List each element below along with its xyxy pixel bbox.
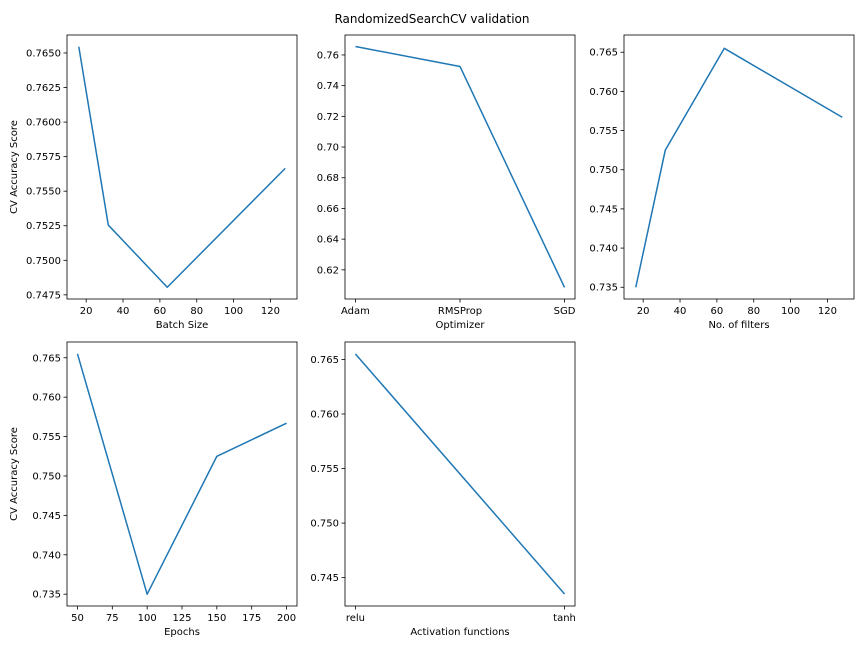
y-tick-label: 0.70 [317,143,339,154]
y-axis-label: CV Accuracy Score [9,427,20,521]
x-tick-label: SGD [554,306,576,317]
y-tick-label: 0.765 [310,355,339,366]
y-tick-label: 0.62 [317,265,339,276]
x-tick-label: tanh [553,613,576,624]
y-tick-label: 0.740 [589,244,618,255]
x-tick-label: RMSProp [438,306,482,317]
x-tick-label: relu [346,613,365,624]
series-line [635,47,843,288]
series-line [78,46,286,288]
x-tick-label: 75 [106,613,119,624]
y-tick-label: 0.7625 [26,83,61,94]
x-tick-label: 125 [172,613,191,624]
x-axis-label: Optimizer [436,320,486,331]
x-tick-label: 150 [207,613,226,624]
x-tick-label: 80 [190,306,203,317]
x-tick-label: 100 [781,306,800,317]
y-tick-label: 0.745 [310,573,339,584]
y-tick-label: 0.740 [32,550,61,561]
x-tick-label: Adam [341,306,370,317]
x-tick-label: 40 [117,306,130,317]
x-tick-label: 120 [261,306,280,317]
x-tick-label: 60 [154,306,167,317]
subplot-1: 20 40 60 80 100 120 0.7475 0.7500 0.7525 0.7550 0.… [9,34,298,331]
y-tick-label: 0.750 [32,471,61,482]
axes-frame [344,341,576,607]
y-tick-label: 0.735 [589,283,618,294]
figure-title: RandomizedSearchCV validation [334,12,529,26]
y-tick-label: 0.7525 [26,221,61,232]
y-tick-label: 0.7575 [26,152,61,163]
y-tick-label: 0.7550 [26,187,61,198]
x-axis-label: Batch Size [156,320,208,331]
x-axis-label: No. of filters [708,320,769,331]
y-tick-label: 0.7600 [26,118,61,129]
subplot-grid: 20 40 60 80 100 1200.74750.75000.75250.75500.… [9,34,855,638]
x-tick-label: 80 [747,306,760,317]
x-tick-label: 200 [277,613,296,624]
y-tick-label: 0.64 [317,235,339,246]
y-tick-label: 0.750 [589,165,618,176]
y-tick-label: 0.7500 [26,256,61,267]
y-tick-label: 0.750 [310,519,339,530]
y-tick-label: 0.755 [310,464,339,475]
y-tick-label: 0.760 [32,393,61,404]
y-tick-label: 0.755 [589,126,618,137]
axes-frame [66,341,298,607]
series-line [355,45,566,288]
y-tick-label: 0.68 [317,173,339,184]
x-tick-label: 50 [71,613,84,624]
axes-frame [623,34,855,300]
x-tick-label: 20 [80,306,93,317]
x-axis-label: Epochs [164,627,200,638]
y-tick-label: 0.765 [32,353,61,364]
y-tick-label: 0.760 [589,87,618,98]
y-tick-label: 0.76 [317,50,339,61]
y-tick-label: 0.760 [310,410,339,421]
x-tick-label: 175 [242,613,261,624]
y-tick-label: 0.66 [317,204,339,215]
y-tick-label: 0.735 [32,590,61,601]
subplot-5: relu tanh 0.745 0.750 0.755 0.760 0.765 Activat… [310,341,576,638]
y-tick-label: 0.72 [317,112,339,123]
series-line [354,353,566,595]
x-axis-label: Activation functions [410,627,509,638]
y-tick-label: 0.74 [317,81,339,92]
y-tick-label: 0.745 [589,204,618,215]
series-line [76,353,287,595]
y-axis-label: CV Accuracy Score [9,120,20,214]
x-tick-label: 20 [637,306,650,317]
y-tick-label: 0.755 [32,432,61,443]
y-tick-label: 0.745 [32,511,61,522]
subplot-2: Adam RMSProp SGD 0.62 0.64 0.66 0.68 0.70 0.72 0.… [317,34,576,331]
y-tick-label: 0.765 [589,48,618,59]
axes-frame [344,34,576,300]
y-tick-label: 0.7475 [26,290,61,301]
x-tick-label: 60 [711,306,724,317]
x-tick-label: 100 [138,613,157,624]
x-tick-label: 100 [224,306,243,317]
subplot-4: 50 75 100 125 150 175 200 0.735 0.740 0.745 0.750 0… [9,341,298,638]
axes-frame [66,34,298,300]
x-tick-label: 120 [818,306,837,317]
x-tick-label: 40 [674,306,687,317]
subplot-3: 20 40 60 80 100 120 0.735 0.740 0.745 0.750 0.755 0… [589,34,855,331]
y-tick-label: 0.7650 [26,48,61,59]
